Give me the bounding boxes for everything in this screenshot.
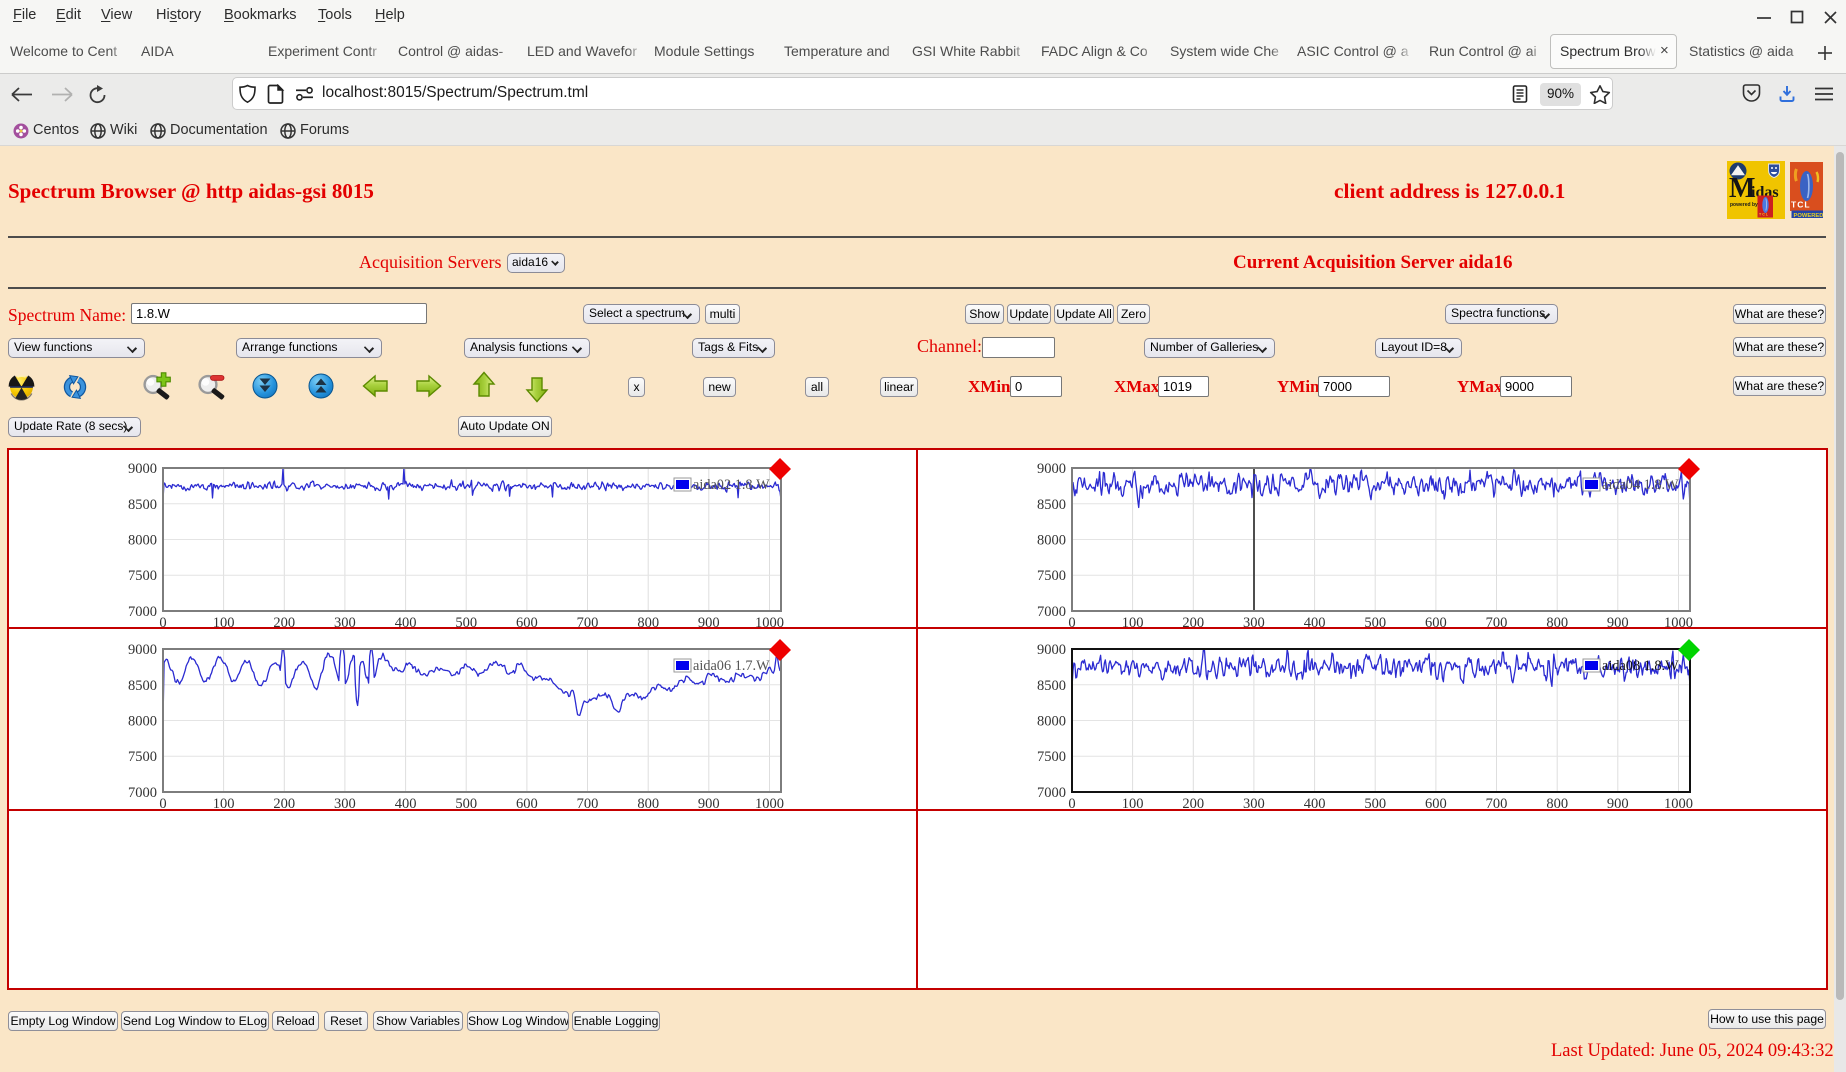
- svg-text:aida06 1.7.W: aida06 1.7.W: [693, 658, 770, 674]
- svg-text:800: 800: [637, 615, 659, 631]
- svg-text:9000: 9000: [1037, 642, 1066, 658]
- svg-text:100: 100: [213, 615, 235, 631]
- svg-text:300: 300: [334, 615, 356, 631]
- svg-text:1000: 1000: [755, 796, 784, 812]
- svg-text:800: 800: [1546, 796, 1568, 812]
- svg-text:600: 600: [1425, 615, 1447, 631]
- svg-text:500: 500: [455, 796, 477, 812]
- svg-text:9000: 9000: [128, 461, 157, 477]
- svg-text:900: 900: [1607, 796, 1629, 812]
- svg-text:POWERED: POWERED: [1794, 213, 1824, 219]
- svg-text:400: 400: [1304, 615, 1326, 631]
- svg-text:500: 500: [1364, 796, 1386, 812]
- svg-text:400: 400: [395, 796, 417, 812]
- svg-text:TCL: TCL: [1791, 200, 1811, 210]
- svg-text:7500: 7500: [1037, 749, 1066, 765]
- svg-text:100: 100: [1122, 615, 1144, 631]
- svg-text:200: 200: [1182, 615, 1204, 631]
- svg-text:800: 800: [637, 796, 659, 812]
- svg-text:200: 200: [273, 615, 295, 631]
- svg-text:700: 700: [577, 796, 599, 812]
- svg-text:7000: 7000: [128, 604, 157, 620]
- svg-text:8500: 8500: [1037, 497, 1066, 513]
- svg-text:1000: 1000: [755, 615, 784, 631]
- svg-text:7000: 7000: [1037, 785, 1066, 801]
- svg-text:8500: 8500: [128, 678, 157, 694]
- svg-text:7500: 7500: [128, 749, 157, 765]
- svg-text:8500: 8500: [128, 497, 157, 513]
- svg-text:700: 700: [1486, 615, 1508, 631]
- svg-text:200: 200: [1182, 796, 1204, 812]
- svg-text:700: 700: [1486, 796, 1508, 812]
- svg-text:0: 0: [159, 615, 166, 631]
- svg-text:200: 200: [273, 796, 295, 812]
- svg-text:100: 100: [1122, 796, 1144, 812]
- svg-text:900: 900: [698, 796, 720, 812]
- svg-text:powered by: powered by: [1730, 202, 1758, 208]
- svg-text:aida04 1.8.W: aida04 1.8.W: [1602, 477, 1679, 493]
- svg-text:1000: 1000: [1664, 796, 1693, 812]
- svg-text:300: 300: [1243, 615, 1265, 631]
- svg-text:8000: 8000: [1037, 533, 1066, 549]
- svg-text:0: 0: [1068, 615, 1075, 631]
- svg-text:800: 800: [1546, 615, 1568, 631]
- svg-text:7500: 7500: [1037, 568, 1066, 584]
- svg-text:0: 0: [1068, 796, 1075, 812]
- svg-text:8000: 8000: [128, 714, 157, 730]
- svg-text:600: 600: [516, 615, 538, 631]
- svg-text:0: 0: [159, 796, 166, 812]
- svg-text:500: 500: [1364, 615, 1386, 631]
- svg-text:aida02 1.8.W: aida02 1.8.W: [693, 477, 770, 493]
- svg-text:600: 600: [1425, 796, 1447, 812]
- svg-text:400: 400: [395, 615, 417, 631]
- svg-text:300: 300: [334, 796, 356, 812]
- svg-text:8500: 8500: [1037, 678, 1066, 694]
- svg-text:500: 500: [455, 615, 477, 631]
- svg-text:T C L: T C L: [1759, 213, 1769, 217]
- svg-text:7000: 7000: [128, 785, 157, 801]
- svg-text:100: 100: [213, 796, 235, 812]
- svg-text:9000: 9000: [128, 642, 157, 658]
- svg-text:7500: 7500: [128, 568, 157, 584]
- svg-text:600: 600: [516, 796, 538, 812]
- svg-text:300: 300: [1243, 796, 1265, 812]
- svg-text:1000: 1000: [1664, 615, 1693, 631]
- svg-text:400: 400: [1304, 796, 1326, 812]
- svg-text:7000: 7000: [1037, 604, 1066, 620]
- svg-text:9000: 9000: [1037, 461, 1066, 477]
- svg-text:8000: 8000: [1037, 714, 1066, 730]
- svg-text:8000: 8000: [128, 533, 157, 549]
- svg-text:700: 700: [577, 615, 599, 631]
- svg-text:aida08 1.8.W: aida08 1.8.W: [1602, 658, 1679, 674]
- svg-text:900: 900: [1607, 615, 1629, 631]
- svg-text:M: M: [1729, 173, 1755, 204]
- svg-text:900: 900: [698, 615, 720, 631]
